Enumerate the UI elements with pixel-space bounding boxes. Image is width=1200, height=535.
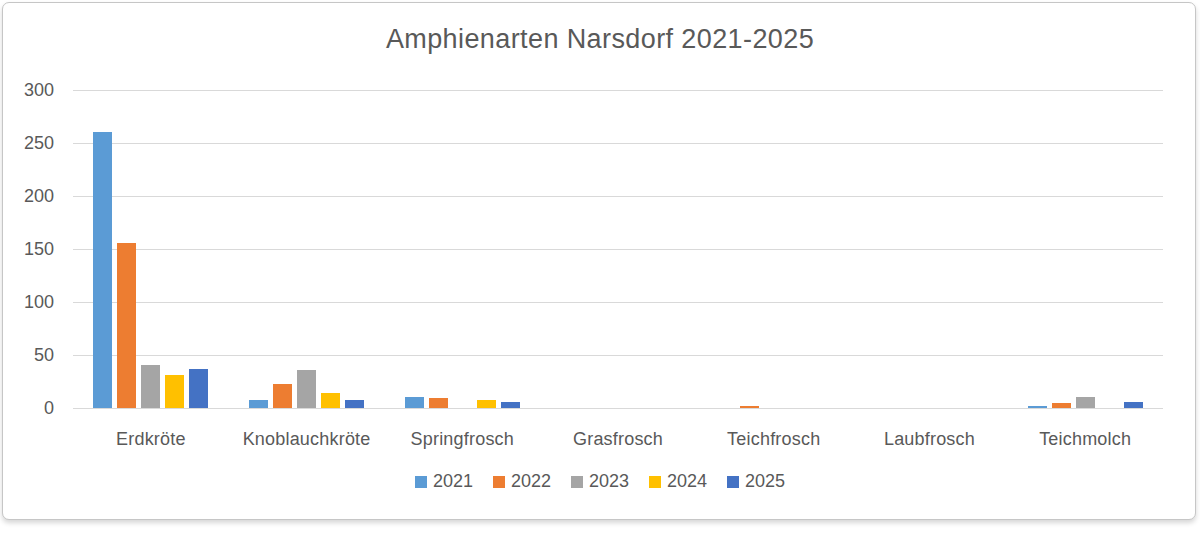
bar-2022 — [273, 384, 292, 408]
legend-label: 2025 — [745, 471, 785, 492]
bar-2024 — [321, 393, 340, 408]
x-axis-category-label: Teichmolch — [1007, 429, 1163, 450]
x-axis-category-label: Erdkröte — [73, 429, 229, 450]
bar-2022 — [429, 398, 448, 408]
bar-group — [696, 90, 852, 408]
y-axis-tick-label: 150 — [0, 239, 54, 259]
bar-2022 — [1052, 403, 1071, 408]
y-axis-tick-label: 0 — [0, 398, 54, 418]
bar-groups — [73, 90, 1163, 408]
legend-swatch — [727, 476, 739, 488]
bar-2022 — [740, 406, 759, 408]
x-axis-category-label: Springfrosch — [384, 429, 540, 450]
x-axis-category-label: Teichfrosch — [696, 429, 852, 450]
bar-2025 — [1124, 402, 1143, 408]
bar-group — [73, 90, 229, 408]
legend-item: 2024 — [649, 471, 707, 492]
y-axis-tick-label: 300 — [0, 80, 54, 100]
legend-label: 2021 — [433, 471, 473, 492]
legend: 2021 2022 2023 2024 2025 — [0, 471, 1200, 492]
x-axis-category-label: Grasfrosch — [540, 429, 696, 450]
bar-group — [1007, 90, 1163, 408]
gridline — [73, 408, 1163, 409]
legend-label: 2022 — [511, 471, 551, 492]
plot-area — [73, 90, 1163, 408]
x-axis-category-label: Laubfrosch — [852, 429, 1008, 450]
chart: Amphienarten Narsdorf 2021-2025 0 50 100 15… — [0, 0, 1200, 535]
y-axis-tick-label: 50 — [0, 345, 54, 365]
x-axis: ErdkröteKnoblauchkröteSpringfroschGrasfr… — [73, 429, 1163, 450]
legend-swatch — [571, 476, 583, 488]
bar-2021 — [405, 397, 424, 408]
bar-2021 — [93, 132, 112, 408]
bar-2024 — [165, 375, 184, 408]
bar-2023 — [1076, 397, 1095, 408]
bar-2021 — [1028, 406, 1047, 408]
legend-swatch — [649, 476, 661, 488]
y-axis-tick-label: 100 — [0, 292, 54, 312]
bar-2025 — [501, 402, 520, 408]
bar-2024 — [477, 400, 496, 408]
bar-2023 — [141, 365, 160, 408]
legend-label: 2024 — [667, 471, 707, 492]
y-axis-tick-label: 200 — [0, 186, 54, 206]
y-axis-tick-label: 250 — [0, 133, 54, 153]
bar-group — [540, 90, 696, 408]
legend-label: 2023 — [589, 471, 629, 492]
bar-2022 — [117, 243, 136, 408]
bar-2025 — [345, 400, 364, 408]
bar-group — [229, 90, 385, 408]
legend-item: 2023 — [571, 471, 629, 492]
bar-2025 — [189, 369, 208, 408]
bar-2023 — [297, 370, 316, 408]
legend-item: 2021 — [415, 471, 473, 492]
legend-swatch — [415, 476, 427, 488]
legend-item: 2025 — [727, 471, 785, 492]
bar-group — [384, 90, 540, 408]
legend-swatch — [493, 476, 505, 488]
bar-2021 — [249, 400, 268, 408]
chart-title: Amphienarten Narsdorf 2021-2025 — [0, 24, 1200, 55]
bar-group — [852, 90, 1008, 408]
x-axis-category-label: Knoblauchkröte — [229, 429, 385, 450]
legend-item: 2022 — [493, 471, 551, 492]
